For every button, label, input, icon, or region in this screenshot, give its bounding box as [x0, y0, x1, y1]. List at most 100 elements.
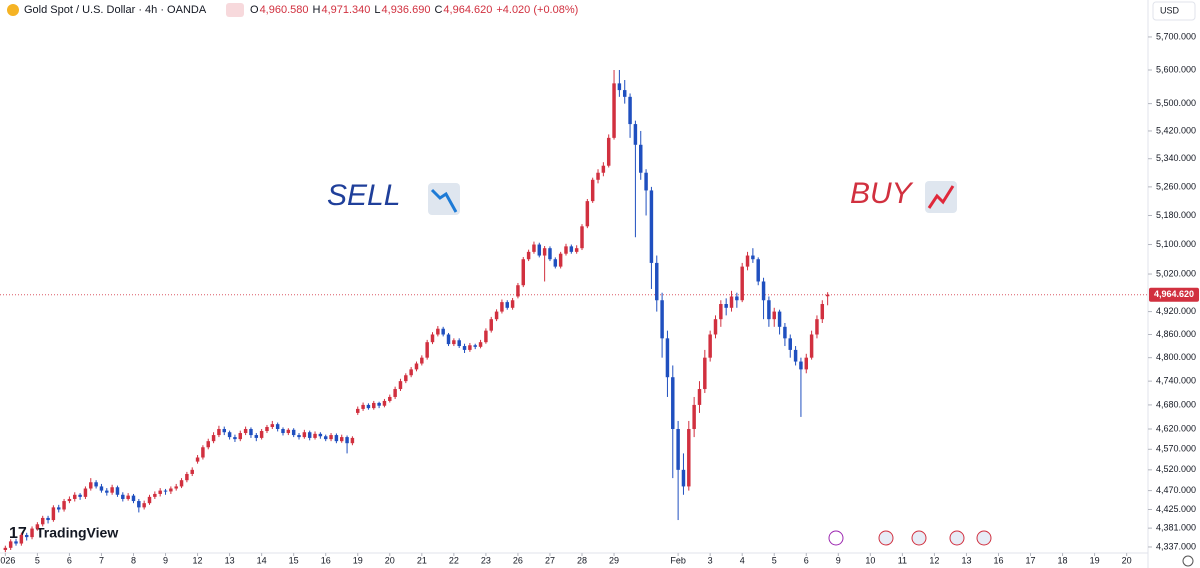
event-flag[interactable] — [949, 530, 965, 546]
currency[interactable]: USD — [1160, 5, 1180, 15]
candle-body — [756, 259, 760, 282]
candle-body — [462, 346, 467, 350]
candle-body — [436, 328, 440, 335]
candle-body — [457, 340, 461, 347]
y-tick-label: 4,381.000 — [1156, 523, 1196, 533]
logo: TradingView — [36, 525, 118, 541]
candle-body — [249, 428, 253, 436]
x-tick-label: 12 — [193, 555, 203, 565]
candle-body — [217, 428, 221, 436]
symbol-icon[interactable] — [7, 4, 19, 16]
y-tick-label: 4,425.000 — [1156, 504, 1196, 514]
candle-body — [574, 248, 579, 252]
x-tick-label: 13 — [225, 555, 235, 565]
candle-body — [190, 469, 194, 474]
candle-body — [692, 404, 696, 429]
candle-body — [516, 285, 520, 297]
x-tick-label: 23 — [481, 555, 491, 565]
candle-body — [275, 424, 280, 429]
candle-body — [211, 435, 216, 442]
y-tick-label: 5,500.000 — [1156, 98, 1196, 108]
y-tick-label: 5,020.000 — [1156, 268, 1196, 278]
candle-body — [548, 248, 552, 260]
x-tick-label: 19 — [353, 555, 363, 565]
candle-body — [126, 495, 130, 499]
candle-body — [703, 357, 707, 390]
candle-body — [169, 488, 173, 492]
candle-body — [542, 248, 547, 256]
candle-body — [473, 345, 477, 347]
candle-body — [89, 482, 93, 489]
legend-key: C — [434, 4, 442, 16]
candle-body — [206, 441, 210, 448]
candle-body — [83, 488, 88, 497]
candle-body — [307, 432, 312, 438]
settings[interactable] — [1182, 555, 1194, 567]
event-icon[interactable] — [828, 530, 844, 546]
candle-body — [185, 473, 189, 481]
candle-body — [147, 496, 152, 504]
x-tick-label: 15 — [289, 555, 299, 565]
event-flag[interactable] — [911, 530, 927, 546]
candle-body — [227, 432, 232, 438]
x-tick-label: 29 — [609, 555, 619, 565]
x-tick-label: 9 — [163, 555, 168, 565]
annotation: SELL — [327, 179, 400, 212]
candle-body — [281, 428, 285, 434]
sell-icon — [428, 183, 460, 215]
candle-body — [46, 517, 50, 521]
currency-button[interactable] — [1152, 1, 1196, 21]
legend-key: L — [374, 4, 380, 16]
candle-body — [788, 338, 792, 350]
legend-value: 4,936.690 — [382, 4, 431, 16]
candle-body — [687, 428, 691, 487]
x-tick-label: 5 — [35, 555, 40, 565]
symbol[interactable]: Gold Spot / U.S. Dollar · 4h · OANDA — [24, 4, 207, 16]
candle-body — [569, 246, 574, 252]
x-tick-label: 6 — [67, 555, 72, 565]
y-tick-label: 4,800.000 — [1156, 352, 1196, 362]
candle-body — [468, 345, 472, 350]
candle-body — [115, 487, 120, 495]
event-flag[interactable] — [878, 530, 894, 546]
candle-body — [660, 300, 664, 339]
x-tick-label: 20 — [1122, 555, 1132, 565]
x-tick-label: 4 — [740, 555, 745, 565]
candle-body — [73, 494, 77, 499]
x-tick-label: 21 — [417, 555, 427, 565]
candle-body — [430, 334, 435, 343]
candle-body — [174, 486, 178, 489]
candle-body — [425, 342, 429, 358]
candle-body — [719, 304, 723, 320]
legend-value: 4,964.620 — [443, 4, 492, 16]
indicator-toggle[interactable] — [226, 3, 244, 17]
candle-body — [345, 437, 349, 444]
candle-body — [617, 83, 622, 91]
candle-body — [334, 435, 339, 442]
candle-body — [14, 541, 18, 544]
y-tick-label: 4,860.000 — [1156, 329, 1196, 339]
candle-body — [799, 361, 803, 370]
candle-body — [302, 432, 307, 438]
candle-body — [820, 304, 825, 320]
candle-body — [8, 541, 13, 548]
candle-body — [377, 402, 381, 406]
candle-body — [233, 437, 237, 440]
x-tick-label: 3 — [708, 555, 713, 565]
candle-body — [441, 328, 445, 335]
candle-body — [382, 400, 387, 406]
candle-body — [724, 304, 728, 308]
candle-body — [793, 349, 798, 362]
x-tick-label: 17 — [1026, 555, 1036, 565]
candle-body — [56, 507, 61, 510]
candle-body — [131, 495, 136, 502]
legend-key: H — [313, 4, 321, 16]
last-price-label: 4,964.620 — [1154, 289, 1194, 299]
candle-body — [35, 524, 40, 529]
candle-body — [372, 402, 376, 409]
x-tick-label: Feb — [670, 555, 686, 565]
candle-body — [708, 334, 712, 358]
candle-body — [329, 435, 333, 440]
event-flag[interactable] — [976, 530, 992, 546]
